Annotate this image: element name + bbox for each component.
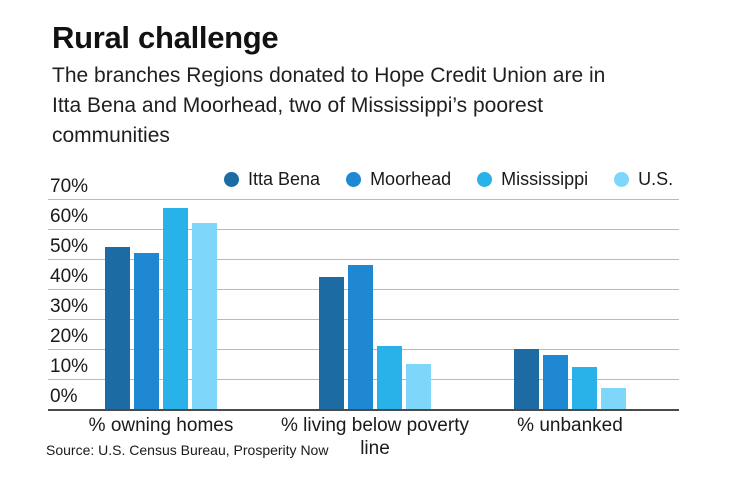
bar-moorhead — [134, 253, 159, 409]
legend-label: Moorhead — [370, 169, 452, 189]
legend-item: Mississippi — [477, 169, 588, 190]
legend-dot-icon — [477, 172, 493, 187]
y-axis-tick-label: 0% — [50, 386, 78, 407]
bar-u-s — [601, 388, 626, 409]
bar-itta-bena — [319, 277, 344, 409]
bar-mississippi — [572, 367, 597, 409]
chart-subtitle: The branches Regions donated to Hope Cre… — [52, 61, 712, 151]
page-title: Rural challenge — [52, 20, 279, 55]
bar-u-s — [406, 364, 431, 409]
subtitle-line: Itta Bena and Moorhead, two of Mississip… — [52, 94, 544, 117]
gridline — [48, 259, 679, 260]
bar-itta-bena — [514, 349, 539, 409]
bar-itta-bena — [105, 247, 130, 409]
legend-label: Mississippi — [501, 169, 589, 189]
bar-moorhead — [543, 355, 568, 409]
bar-mississippi — [163, 208, 188, 409]
y-axis-tick-label: 40% — [50, 266, 89, 287]
y-axis-tick-label: 70% — [50, 176, 89, 197]
x-axis-category-label: % owning homes — [88, 415, 234, 436]
legend-item: U.S. — [614, 169, 673, 190]
source-note: Source: U.S. Census Bureau, Prosperity N… — [46, 442, 329, 458]
bar-u-s — [192, 223, 217, 409]
y-axis-tick-label: 20% — [50, 326, 89, 347]
gridline — [48, 229, 679, 230]
subtitle-line: The branches Regions donated to Hope Cre… — [52, 64, 606, 87]
legend-dot-icon — [224, 172, 239, 187]
bar-moorhead — [348, 265, 373, 409]
legend-item: Itta Bena — [224, 169, 320, 190]
chart-legend: Itta Bena Moorhead Mississippi U.S. — [224, 169, 673, 190]
x-axis-category-label: % living below poverty line — [281, 415, 469, 459]
legend-label: Itta Bena — [248, 169, 321, 189]
legend-dot-icon — [614, 172, 630, 187]
y-axis-tick-label: 30% — [50, 296, 89, 317]
legend-label: U.S. — [638, 169, 674, 189]
y-axis-tick-label: 10% — [50, 356, 89, 377]
legend-item: Moorhead — [346, 169, 451, 190]
legend-dot-icon — [346, 172, 362, 187]
bar-mississippi — [377, 346, 402, 409]
gridline — [48, 199, 679, 200]
y-axis-tick-label: 50% — [50, 236, 89, 257]
subtitle-line: communities — [52, 124, 170, 147]
x-axis-line — [48, 409, 679, 411]
y-axis-tick-label: 60% — [50, 206, 89, 227]
x-axis-category-label: % unbanked — [517, 415, 623, 436]
